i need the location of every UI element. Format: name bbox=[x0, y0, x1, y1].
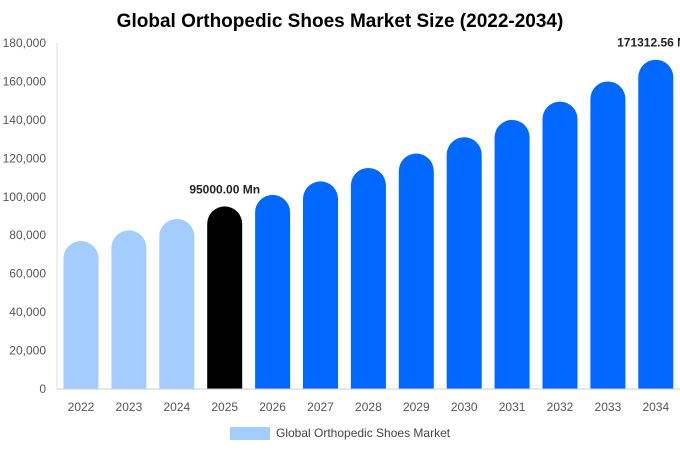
x-tick-label: 2023 bbox=[116, 400, 143, 414]
bar-2025 bbox=[207, 206, 243, 389]
y-tick-label: 20,000 bbox=[9, 344, 46, 358]
x-tick-label: 2028 bbox=[355, 400, 382, 414]
data-label: 95000.00 Mn bbox=[189, 182, 260, 196]
y-tick-label: 180,000 bbox=[3, 36, 47, 50]
legend-label: Global Orthopedic Shoes Market bbox=[276, 426, 451, 440]
y-tick-label: 160,000 bbox=[3, 74, 47, 88]
y-tick-label: 0 bbox=[39, 382, 46, 396]
y-axis: 0 20,000 40,000 60,000 80,000 100,000 120,000 1… bbox=[3, 36, 58, 396]
x-tick-label: 2024 bbox=[163, 400, 190, 414]
y-tick-label: 80,000 bbox=[9, 228, 46, 242]
bar-2034 bbox=[638, 59, 674, 389]
y-tick-label: 100,000 bbox=[3, 190, 47, 204]
y-tick-label: 120,000 bbox=[3, 151, 47, 165]
x-tick-label: 2030 bbox=[451, 400, 478, 414]
x-tick-label: 2027 bbox=[307, 400, 334, 414]
bar-2033 bbox=[590, 81, 626, 389]
x-tick-label: 2031 bbox=[499, 400, 526, 414]
y-tick-label: 40,000 bbox=[9, 305, 46, 319]
bar-2026 bbox=[255, 194, 291, 389]
bar-2032 bbox=[542, 101, 578, 389]
legend: Global Orthopedic Shoes Market bbox=[230, 426, 451, 440]
y-tick-label: 140,000 bbox=[3, 113, 47, 127]
bar-2029 bbox=[398, 153, 434, 389]
bar-2027 bbox=[303, 181, 338, 389]
x-tick-label: 2034 bbox=[642, 400, 669, 414]
x-tick-label: 2022 bbox=[68, 400, 95, 414]
bar-2024 bbox=[159, 218, 195, 389]
bar-2023 bbox=[111, 230, 147, 389]
bars bbox=[63, 59, 674, 389]
x-tick-label: 2033 bbox=[595, 400, 622, 414]
bar-2022 bbox=[63, 240, 99, 389]
x-tick-label: 2025 bbox=[211, 400, 238, 414]
bar-2031 bbox=[494, 119, 530, 389]
x-axis: 2022 2023 2024 2025 2026 2027 2028 2029 2030 2031… bbox=[57, 388, 680, 414]
x-tick-label: 2026 bbox=[259, 400, 286, 414]
data-label: 171312.56 Mn bbox=[617, 36, 680, 50]
bar-2028 bbox=[350, 167, 386, 389]
x-tick-label: 2029 bbox=[403, 400, 430, 414]
x-tick-label: 2032 bbox=[547, 400, 574, 414]
chart-title: Global Orthopedic Shoes Market Size (202… bbox=[117, 11, 564, 32]
y-tick-label: 60,000 bbox=[9, 267, 46, 281]
data-labels: 95000.00 Mn 171312.56 Mn bbox=[189, 36, 680, 197]
bar-2030 bbox=[446, 137, 482, 389]
legend-swatch bbox=[230, 427, 270, 440]
